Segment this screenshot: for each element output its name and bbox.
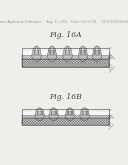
Polygon shape <box>22 118 109 125</box>
Polygon shape <box>37 111 38 115</box>
Text: Fig. 16A: Fig. 16A <box>49 31 82 39</box>
Polygon shape <box>22 59 109 67</box>
Circle shape <box>35 48 38 50</box>
Polygon shape <box>53 50 55 54</box>
Polygon shape <box>51 111 52 115</box>
Polygon shape <box>22 115 109 118</box>
Polygon shape <box>82 111 83 115</box>
Text: Patent Application Publication     Aug. 11, 2011   Sheet 114 of 134     US 2011/: Patent Application Publication Aug. 11, … <box>0 20 128 24</box>
Circle shape <box>83 109 86 112</box>
Polygon shape <box>69 50 71 54</box>
Circle shape <box>69 109 71 112</box>
Polygon shape <box>71 111 73 115</box>
Polygon shape <box>32 46 41 54</box>
Polygon shape <box>49 108 58 115</box>
Circle shape <box>96 48 98 50</box>
Polygon shape <box>86 111 88 115</box>
Polygon shape <box>49 50 51 54</box>
Polygon shape <box>63 46 72 54</box>
Polygon shape <box>22 112 109 115</box>
Polygon shape <box>65 108 75 115</box>
Polygon shape <box>22 51 109 55</box>
Text: Fig. 16B: Fig. 16B <box>49 93 82 101</box>
Polygon shape <box>22 55 109 59</box>
Polygon shape <box>67 111 69 115</box>
Circle shape <box>38 109 41 112</box>
Polygon shape <box>92 46 102 54</box>
Polygon shape <box>80 50 82 54</box>
Polygon shape <box>80 108 89 115</box>
Circle shape <box>51 48 53 50</box>
Circle shape <box>82 48 84 50</box>
Polygon shape <box>38 50 39 54</box>
Polygon shape <box>98 50 100 54</box>
Circle shape <box>52 109 55 112</box>
Polygon shape <box>78 46 88 54</box>
Polygon shape <box>65 50 66 54</box>
Polygon shape <box>35 108 45 115</box>
Polygon shape <box>47 46 57 54</box>
Polygon shape <box>94 50 96 54</box>
Polygon shape <box>34 50 35 54</box>
Polygon shape <box>84 50 86 54</box>
Polygon shape <box>55 111 57 115</box>
Polygon shape <box>41 111 43 115</box>
Circle shape <box>66 48 69 50</box>
